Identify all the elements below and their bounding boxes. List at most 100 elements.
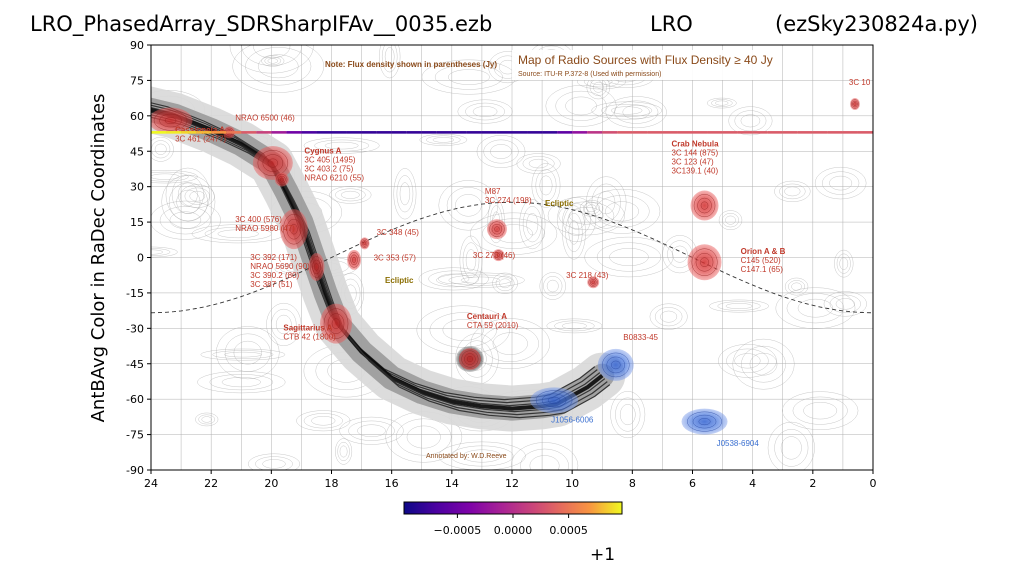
radio-source-contour: [314, 263, 319, 271]
x-tick-label: 12: [505, 477, 519, 490]
y-tick-label: -90: [126, 464, 144, 477]
colorbar-tick-label: 0.0000: [494, 524, 533, 537]
x-tick-label: 10: [565, 477, 579, 490]
y-tick-label: -30: [126, 322, 144, 335]
y-tick-label: 90: [130, 39, 144, 52]
radio-source-blob: [151, 107, 193, 134]
radio-source-blob: [274, 172, 289, 187]
ecliptic-label: Ecliptic: [545, 199, 574, 208]
radio-source-contour: [496, 253, 501, 257]
ecliptic-curve: [151, 201, 873, 314]
x-tick-label: 16: [385, 477, 399, 490]
radio-source-contour: [331, 318, 341, 329]
radio-source-contour: [693, 194, 716, 218]
y-tick-label: -15: [126, 287, 144, 300]
x-tick-label: 14: [445, 477, 459, 490]
radio-source-label: Centauri A CTA 59 (2010): [467, 312, 519, 330]
radio-source-contour: [591, 280, 595, 285]
radio-source-contour: [611, 360, 621, 370]
title-site: LRO: [650, 12, 693, 36]
radio-source-label: Orion A & B C145 (520) C147.1 (65): [741, 247, 786, 274]
map-grid: [151, 45, 873, 470]
radio-source-contour: [687, 411, 723, 432]
y-tick-label: 30: [130, 181, 144, 194]
radio-source-contour: [363, 241, 367, 246]
radio-source-contour: [489, 221, 505, 237]
x-tick-label: 6: [689, 477, 696, 490]
plot-area: Map of Radio Sources with Flux Density ≥…: [150, 44, 874, 471]
radio-source-label: NRAO 6500 (46): [235, 114, 295, 123]
map-title-box: [512, 50, 770, 80]
radio-source-contour: [691, 248, 718, 276]
radio-source-label: Cassiopeia A 3C 461 (2477): [175, 125, 226, 143]
radio-source-label: Sagittarius A CTB 42 (1800): [283, 324, 336, 342]
radio-source-contour: [276, 174, 288, 186]
radio-source-contour: [323, 308, 349, 339]
galactic-band-core: [151, 116, 611, 419]
radio-source-blob: [690, 190, 719, 221]
y-axis: 90 75 60 45 30 15 0 -15 -30 -45 -60 -75 -90: [126, 39, 151, 477]
radio-source-contour: [464, 353, 476, 365]
radio-source-label: M87 3C 274 (198): [485, 187, 532, 205]
radio-source-label-blue: J0538-6904: [717, 439, 760, 448]
map-note: Note: Flux density shown in parentheses …: [325, 60, 497, 69]
radio-source-label: 3C 273 (46): [473, 251, 516, 260]
radio-source-labels: Map of Radio Sources with Flux Density ≥…: [175, 50, 873, 460]
x-axis: 24 22 20 18 16 14 12 10 8 6 4 2 0: [144, 470, 877, 490]
radio-source-contour: [159, 113, 182, 128]
radio-source-label: 3C 348 (45): [377, 228, 420, 237]
y-tick-label: -75: [126, 429, 144, 442]
radio-source-label-blue: J1056-6006: [551, 415, 594, 424]
radio-source-blob: [252, 146, 293, 181]
x-tick-label: 18: [325, 477, 339, 490]
radio-source-contour: [547, 396, 561, 404]
radio-source-contour: [257, 150, 289, 177]
radio-source-contour: [283, 213, 305, 245]
radio-source-blob: [587, 276, 600, 289]
radio-source-blob: [458, 348, 481, 371]
radio-source-blob: [320, 303, 353, 344]
radio-source-blob: [687, 244, 722, 281]
radio-source-blob: [597, 348, 634, 381]
radio-source-contour: [535, 390, 573, 411]
x-tick-label: 2: [809, 477, 816, 490]
radio-source-contour: [695, 252, 714, 272]
radio-source-contour: [697, 197, 712, 214]
radio-source-label: Crab Nebula 3C 144 (875) 3C 123 (47) 3C139.…: [671, 140, 719, 176]
radio-source-contour: [852, 100, 858, 108]
radio-source-blob: [359, 237, 370, 250]
radio-source-blob: [681, 408, 728, 435]
x-tick-label: 20: [264, 477, 278, 490]
x-tick-label: 8: [629, 477, 636, 490]
y-tick-label: 75: [130, 74, 144, 87]
radio-source-contour: [352, 257, 357, 263]
radio-source-contour: [541, 393, 567, 408]
radio-source-blob: [530, 387, 579, 414]
radio-source-contour: [348, 252, 360, 268]
radio-source-blob: [492, 249, 505, 262]
radio-source-contour: [606, 356, 626, 374]
colorbar-gradient: [403, 501, 623, 515]
radio-source-contour: [698, 418, 711, 426]
radio-source-contour: [164, 117, 177, 125]
radio-source-label: B0833-45: [623, 333, 658, 342]
y-tick-label: 60: [130, 110, 144, 123]
radio-source-label: 3C 353 (57): [374, 253, 417, 262]
radio-source-contour: [361, 240, 368, 247]
radio-source-contour: [279, 177, 284, 182]
y-tick-label: 0: [137, 252, 144, 265]
colorbar-tick-label: 0.0005: [549, 524, 588, 537]
radio-source-contour: [494, 226, 500, 232]
ecliptic-label: Ecliptic: [385, 276, 414, 285]
y-tick-label: -45: [126, 358, 144, 371]
radio-source-contour: [286, 218, 302, 240]
radio-source-contour: [853, 102, 857, 106]
radio-source-blob: [486, 219, 507, 240]
x-tick-label: 0: [870, 477, 877, 490]
radio-source-blob: [347, 249, 362, 270]
radio-source-contour: [589, 279, 597, 286]
radio-source-contour: [466, 356, 473, 363]
radio-source-contour: [278, 175, 286, 184]
x-tick-label: 4: [749, 477, 756, 490]
